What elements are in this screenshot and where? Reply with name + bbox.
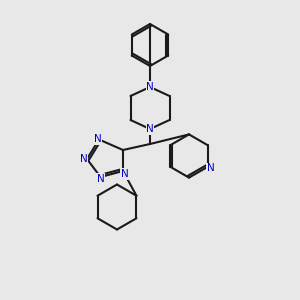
Text: N: N [97,173,104,184]
Text: N: N [94,134,101,145]
Text: N: N [80,154,88,164]
Text: N: N [146,124,154,134]
Text: N: N [207,163,214,173]
Text: N: N [121,169,128,179]
Text: N: N [146,82,154,92]
